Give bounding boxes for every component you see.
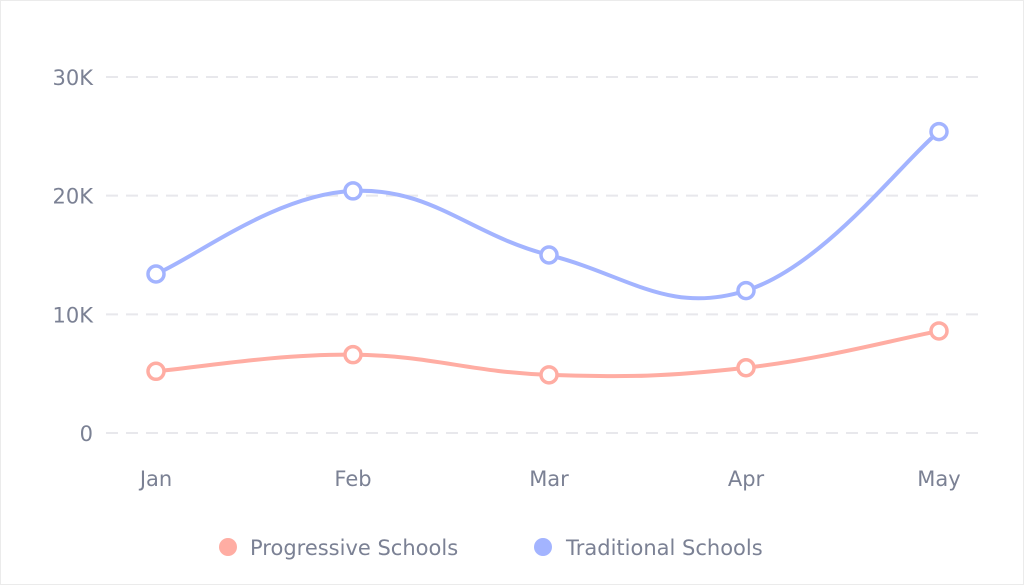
x-tick-label: Jan xyxy=(138,467,172,491)
legend: Progressive Schools Traditional Schools xyxy=(219,536,763,560)
legend-item-progressive[interactable]: Progressive Schools xyxy=(219,536,458,560)
legend-item-traditional[interactable]: Traditional Schools xyxy=(534,536,763,560)
data-point-marker[interactable] xyxy=(146,361,166,382)
data-point-marker[interactable] xyxy=(929,321,949,341)
y-tick-label: 20K xyxy=(53,185,95,209)
y-tick-label: 10K xyxy=(53,303,95,327)
data-point-marker[interactable] xyxy=(146,264,166,284)
data-point-marker[interactable] xyxy=(736,280,756,301)
legend-label-traditional: Traditional Schools xyxy=(565,536,763,560)
legend-marker-progressive xyxy=(219,538,237,556)
x-tick-label: Feb xyxy=(334,467,371,491)
x-axis: Jan Feb Mar Apr May xyxy=(138,467,961,491)
data-point-marker[interactable] xyxy=(539,365,559,385)
series-progressive-schools xyxy=(146,321,949,385)
data-point-marker[interactable] xyxy=(539,245,559,265)
series-group xyxy=(146,121,949,385)
y-axis: 0 10K 20K 30K xyxy=(53,66,95,446)
data-point-marker[interactable] xyxy=(343,344,363,365)
data-point-marker[interactable] xyxy=(343,181,363,201)
x-tick-label: May xyxy=(917,467,960,491)
legend-marker-traditional xyxy=(534,538,552,556)
grid-lines xyxy=(106,76,981,434)
legend-label-progressive: Progressive Schools xyxy=(250,536,458,560)
data-point-marker[interactable] xyxy=(736,357,756,378)
y-tick-label: 0 xyxy=(80,422,93,446)
x-tick-label: Mar xyxy=(529,467,569,491)
x-tick-label: Apr xyxy=(728,467,765,491)
y-tick-label: 30K xyxy=(53,66,95,90)
data-point-marker[interactable] xyxy=(929,121,949,142)
series-line xyxy=(154,129,941,301)
series-traditional-schools xyxy=(146,121,949,301)
